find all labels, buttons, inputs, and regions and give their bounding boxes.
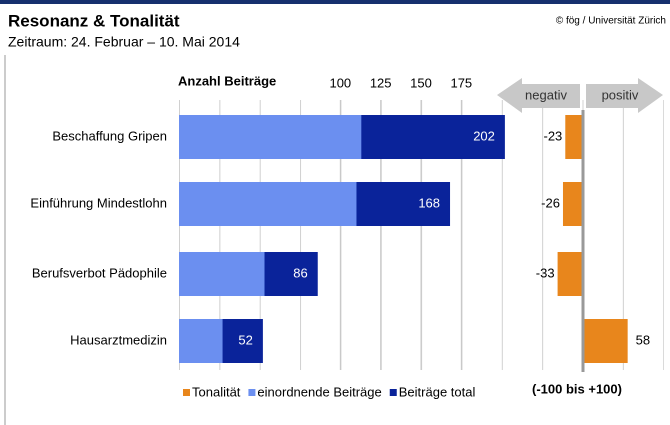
legend-label: einordnende Beiträge [257,384,381,399]
subtitle: Zeitraum: 24. Februar – 10. Mai 2014 [8,34,240,50]
category-label: Beschaffung Gripen [52,128,167,143]
bar [179,182,357,226]
legend-swatch [183,389,190,396]
data-label: -23 [543,128,562,143]
bar [565,115,583,159]
category-label: Hausarztmedizin [70,332,167,347]
legend-label: Beiträge total [399,384,476,399]
bar [179,252,265,296]
bar [562,182,583,226]
data-label: 168 [418,195,440,210]
category-label: Berufsverbot Pädophile [32,265,167,280]
data-label: 202 [473,128,495,143]
legend-swatch [248,389,256,396]
positive-label: positiv [602,87,639,102]
legend-label: Tonalität [192,384,241,399]
negative-label: negativ [525,87,567,102]
x-tick-label: 175 [450,75,472,90]
bar [179,115,362,159]
bar [179,319,223,363]
top-border [0,0,670,4]
x-tick-label: 125 [370,75,392,90]
data-label: -26 [541,195,560,210]
data-label: 86 [293,265,307,280]
x-axis-label: Anzahl Beiträge [178,73,276,88]
x-tick-label: 150 [410,75,432,90]
legend-swatch [389,389,397,396]
data-label: -33 [536,265,555,280]
category-label: Einführung Mindestlohn [30,195,167,210]
bar [583,319,628,363]
range-note: (-100 bis +100) [532,381,622,396]
bar [557,252,583,296]
source: © fög / Universität Zürich [556,16,666,27]
negativ-arrow [497,78,580,113]
chart-title: Resonanz & Tonalität [8,11,180,30]
x-tick-label: 100 [329,75,351,90]
positiv-arrow [586,78,663,113]
data-label: 58 [636,332,650,347]
data-label: 52 [238,332,252,347]
